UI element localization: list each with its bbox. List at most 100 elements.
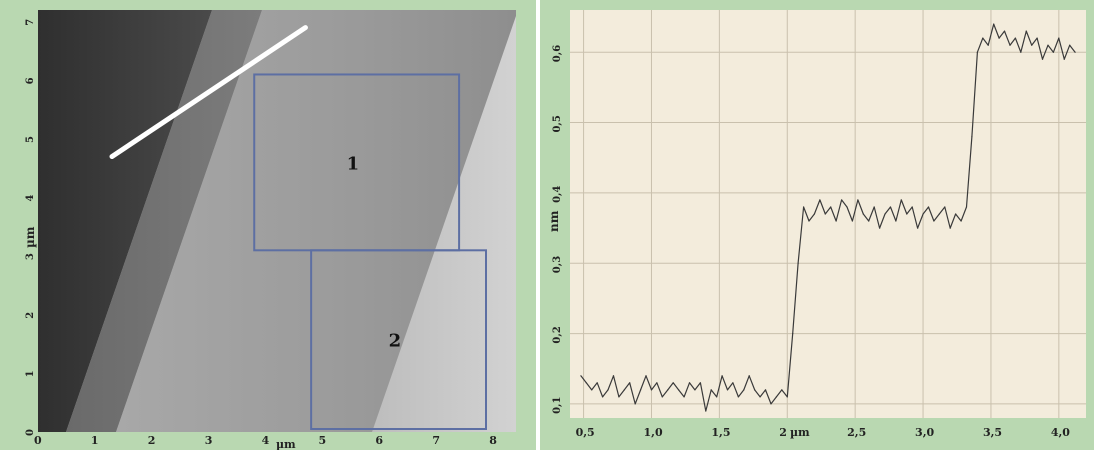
data-point <box>933 220 935 222</box>
x-tick-label: 3,5 <box>983 426 1002 439</box>
data-point <box>982 37 984 39</box>
data-point <box>1025 30 1027 32</box>
afm-y-tick-label: 6 <box>25 77 36 84</box>
data-point <box>781 389 783 391</box>
data-point <box>748 375 750 377</box>
afm-image-panel: 1 2 0 1 2 3 4 5 6 7 8 µm 0 1 2 3 4 5 6 7 µm <box>0 0 536 451</box>
data-point <box>830 206 832 208</box>
data-point <box>705 410 707 412</box>
data-point <box>710 389 712 391</box>
profile-line <box>109 25 308 160</box>
afm-x-axis-label: µm <box>276 438 296 450</box>
y-tick-label: 0,2 <box>552 326 563 343</box>
data-point <box>938 213 940 215</box>
data-point <box>965 206 968 208</box>
data-point <box>596 382 598 384</box>
terrace-dark <box>38 10 212 432</box>
data-point <box>792 332 794 335</box>
afm-y-tick-label: 0 <box>25 429 36 436</box>
x-tick-label: 3,0 <box>915 426 934 439</box>
terrace-mid <box>66 10 262 432</box>
data-point <box>927 206 930 208</box>
y-axis-label: nm <box>547 210 561 232</box>
plot-area <box>570 10 1086 418</box>
x-tick-label: 1,5 <box>711 426 730 439</box>
data-point <box>851 220 854 222</box>
data-point <box>1052 51 1055 53</box>
data-point <box>754 389 756 391</box>
terrace-light <box>116 10 516 432</box>
afm-y-tick-label: 4 <box>25 195 36 202</box>
data-point <box>699 382 701 384</box>
data-point <box>840 199 843 201</box>
y-tick-label: 0,3 <box>552 256 563 273</box>
data-point <box>911 206 913 208</box>
data-point <box>889 206 892 208</box>
afm-x-tick-label: 5 <box>319 434 327 447</box>
data-point <box>716 396 718 398</box>
afm-y-tick-label: 3 <box>25 253 36 260</box>
data-point <box>906 213 908 215</box>
data-point <box>1041 58 1044 60</box>
data-point <box>1047 44 1049 46</box>
data-point <box>917 227 919 229</box>
data-point <box>688 382 691 384</box>
afm-y-axis-label: µm <box>23 226 37 248</box>
data-point <box>1014 37 1016 39</box>
data-point <box>667 389 669 391</box>
data-point <box>955 213 957 215</box>
data-point <box>873 206 875 208</box>
x-tick-label: 1,0 <box>643 426 662 439</box>
afm-x-tick-label: 1 <box>91 434 99 447</box>
region-label-2: 2 <box>389 331 402 352</box>
series-line <box>580 23 1076 412</box>
data-point <box>694 389 696 391</box>
data-point <box>879 227 881 229</box>
data-point <box>656 382 658 384</box>
profile-chart-panel: 0,5 1,0 1,5 2 2,5 3,0 3,5 4,0 0,1 0,2 0,3 0,4 0,5 0,6… <box>540 0 1094 450</box>
afm-x-tick-label: 2 <box>148 434 156 447</box>
terrace-lighter <box>372 16 516 432</box>
data-point <box>591 389 593 391</box>
data-point <box>726 389 729 391</box>
data-point <box>900 199 902 201</box>
data-point <box>1003 30 1006 32</box>
data-point <box>846 206 848 208</box>
data-point <box>737 396 739 398</box>
data-point <box>1036 37 1038 39</box>
data-point <box>1020 51 1022 53</box>
data-point <box>645 375 647 377</box>
data-point <box>580 375 582 377</box>
data-point <box>721 375 723 377</box>
data-point <box>764 389 767 391</box>
data-point <box>1058 37 1060 39</box>
data-point <box>884 213 886 215</box>
data-point <box>862 213 864 215</box>
data-point <box>786 396 788 398</box>
data-point <box>585 382 587 384</box>
afm-y-tick-label: 5 <box>25 136 36 143</box>
afm-x-tick-label: 6 <box>375 434 383 447</box>
afm-y-tick-label: 1 <box>25 370 36 377</box>
data-point <box>808 220 810 222</box>
data-point <box>743 389 745 391</box>
data-point <box>618 396 620 398</box>
data-point <box>797 262 799 264</box>
data-point <box>976 51 978 53</box>
y-tick-label: 0,5 <box>552 115 563 132</box>
data-point <box>607 389 609 391</box>
data-point <box>759 396 761 398</box>
data-point <box>623 389 625 391</box>
region-label-1: 1 <box>347 153 360 174</box>
data-point <box>634 403 636 405</box>
data-point <box>944 206 946 208</box>
afm-image-area <box>38 10 516 432</box>
data-point <box>650 389 653 391</box>
data-point <box>629 382 631 384</box>
data-point <box>835 220 837 222</box>
data-point <box>1063 58 1065 60</box>
y-tick-label: 0,6 <box>552 45 563 62</box>
data-point <box>819 199 821 201</box>
data-point <box>770 403 772 405</box>
data-point <box>1069 44 1071 46</box>
